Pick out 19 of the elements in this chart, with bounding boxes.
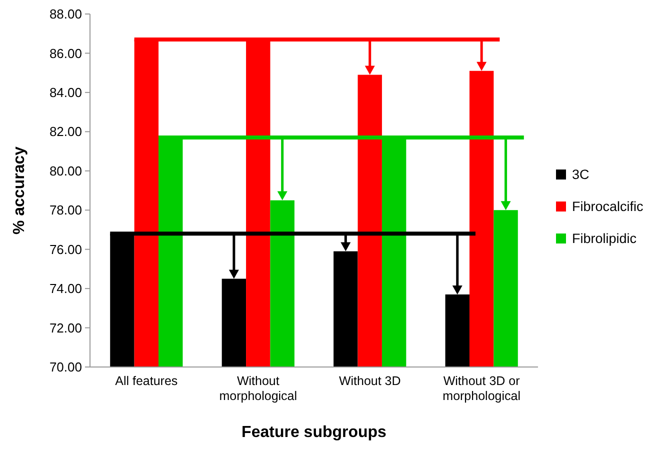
x-tick-label: Without 3D or morphological [442,374,520,403]
y-tick-label: 86.00 [49,46,82,61]
y-tick-label: 72.00 [49,320,82,336]
x-tick-label: Without 3D [338,374,401,388]
legend-label: 3C [572,167,590,182]
x-axis-title: Feature subgroups [242,424,387,441]
y-tick-label: 74.00 [49,281,82,296]
y-tick-label: 76.00 [49,242,82,257]
y-tick-label: 88.00 [49,6,82,22]
x-tick-label: Without morphological [219,374,298,403]
y-axis-title: % accuracy [11,146,28,235]
y-tick-label: 84.00 [49,84,82,100]
y-tick-label: 78.00 [49,202,82,218]
x-tick-label: All features [115,374,178,388]
y-tick-label: 82.00 [49,124,82,140]
y-tick-label: 80.00 [49,163,82,178]
legend-label: Fibrocalcific [572,199,644,214]
legend-label: Fibrolipidic [572,231,637,246]
y-tick-label: 70.00 [49,360,82,375]
